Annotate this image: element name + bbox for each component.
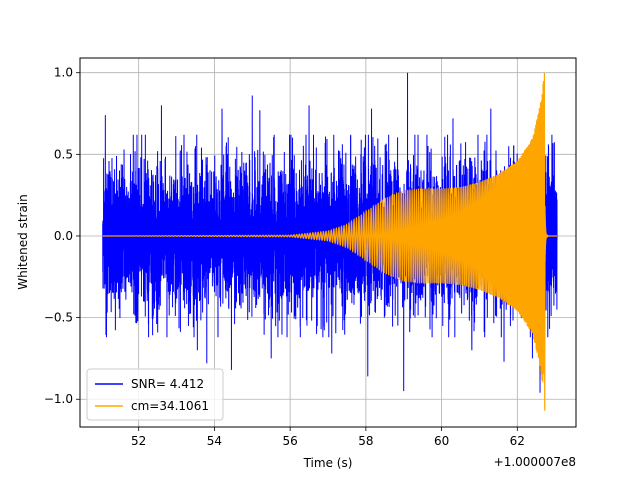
legend: SNR= 4.412 cm=34.1061 <box>86 368 224 421</box>
plot-area <box>102 72 558 411</box>
y-tick-label: 1.0 <box>54 66 73 80</box>
y-tick-label: −1.0 <box>44 392 73 406</box>
series-cm-line <box>102 72 557 411</box>
x-axis-label: Time (s) <box>303 456 353 470</box>
y-axis-label: Whitened strain <box>16 194 30 290</box>
x-tick-label: 60 <box>434 434 449 448</box>
x-tick-label: 56 <box>282 434 297 448</box>
legend-label: cm=34.1061 <box>131 399 209 413</box>
plot-frame <box>79 57 577 428</box>
legend-box <box>86 368 224 421</box>
x-offset-label: +1.000007e8 <box>494 455 576 469</box>
y-tick-label: 0.5 <box>54 147 73 161</box>
y-tick-label: 0.0 <box>54 229 73 243</box>
y-tick-label: −0.5 <box>44 311 73 325</box>
legend-label: SNR= 4.412 <box>131 377 204 391</box>
x-tick-label: 54 <box>207 434 222 448</box>
ticks: 52 54 56 58 60 62 −1.0 −0.5 0.0 0.5 1.0 <box>44 66 525 448</box>
x-tick-label: 58 <box>358 434 373 448</box>
x-tick-label: 62 <box>510 434 525 448</box>
x-tick-label: 52 <box>131 434 146 448</box>
